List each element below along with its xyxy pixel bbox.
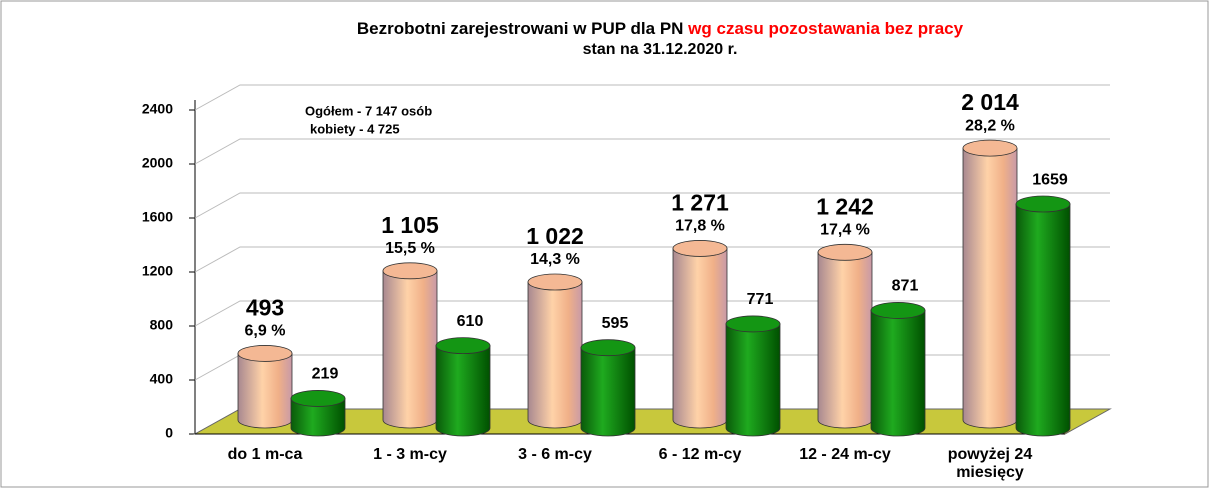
bar-top (672, 240, 728, 257)
bar (527, 273, 583, 429)
bar-body (870, 310, 926, 437)
bar-top (725, 315, 781, 333)
bar-top (817, 243, 873, 261)
value-label: 771 (747, 291, 774, 308)
bar (580, 339, 636, 437)
share-label: 6,9 % (245, 323, 286, 340)
bar (382, 262, 438, 429)
value-label: 1 271 (671, 189, 729, 215)
bar-top (527, 273, 583, 291)
bar (817, 243, 873, 429)
y-tick-label: 0 (165, 425, 173, 441)
title-highlight: wg czasu pozostawania bez pracy (687, 19, 963, 38)
bar (672, 240, 728, 429)
grid-line (194, 192, 1110, 219)
y-tick-label: 2400 (142, 101, 173, 117)
y-tick-label: 1200 (142, 263, 173, 279)
y-tick-label: 400 (150, 371, 174, 387)
value-label: 871 (892, 278, 919, 295)
bar-top (962, 139, 1018, 157)
x-tick-label: 12 - 24 m-cy (799, 446, 891, 463)
x-tick-label: 6 - 12 m-cy (658, 446, 742, 463)
bar-body (290, 398, 346, 437)
subtitle: stan na 31.12.2020 r. (583, 41, 738, 58)
bar-body (725, 323, 781, 437)
bar (1015, 195, 1071, 437)
chart-title: Bezrobotni zarejestrowani w PUP dla PN w… (357, 19, 964, 38)
title-part: Bezrobotni zarejestrowani w PUP dla PN (357, 19, 688, 38)
share-label: 14,3 % (530, 251, 580, 268)
value-label: 595 (602, 315, 629, 332)
bar (290, 390, 346, 437)
x-tick-label: powyżej 24 miesięcy (947, 446, 1033, 481)
value-label: 493 (246, 295, 284, 321)
bar-body (527, 281, 583, 429)
y-tick-label: 1600 (142, 209, 173, 225)
bar (725, 315, 781, 437)
bar (435, 337, 491, 437)
value-label: 1659 (1032, 171, 1068, 188)
bar-body (237, 353, 293, 429)
share-label: 15,5 % (385, 240, 435, 257)
bar (237, 345, 293, 429)
y-tick-label: 2000 (142, 155, 173, 171)
value-label: 1 105 (381, 212, 439, 238)
grid-line (194, 138, 1110, 165)
share-label: 28,2 % (965, 117, 1015, 134)
grid-line (194, 84, 1110, 111)
x-tick-label: 1 - 3 m-cy (373, 446, 447, 463)
bar-top (870, 302, 926, 319)
bar-top (580, 339, 636, 357)
bar-top (382, 262, 438, 280)
value-label: 610 (457, 313, 484, 330)
x-tick-label: do 1 m-ca (227, 446, 303, 463)
y-tick-label: 800 (150, 317, 174, 333)
bar-top (435, 337, 491, 355)
bar (962, 139, 1018, 429)
annotation: Ogółem - 7 147 osób (305, 103, 432, 118)
bar-top (290, 390, 346, 407)
bar-body (580, 347, 636, 437)
value-label: 1 022 (526, 223, 584, 249)
x-tick-label: 3 - 6 m-cy (518, 446, 592, 463)
bar-body (672, 248, 728, 429)
bar (870, 302, 926, 437)
bar-body (1015, 203, 1071, 437)
bar-body (962, 147, 1018, 429)
bar-top (237, 345, 293, 362)
bar-body (817, 251, 873, 429)
value-label: 219 (312, 366, 339, 383)
grid-line (194, 246, 1110, 273)
bar-body (382, 270, 438, 429)
bar-top (1015, 195, 1071, 213)
value-label: 1 242 (816, 193, 874, 219)
share-label: 17,4 % (820, 222, 870, 239)
value-label: 2 014 (961, 89, 1019, 115)
share-label: 17,8 % (675, 218, 725, 235)
annotation: kobiety - 4 725 (310, 121, 400, 136)
bar-body (435, 345, 491, 437)
